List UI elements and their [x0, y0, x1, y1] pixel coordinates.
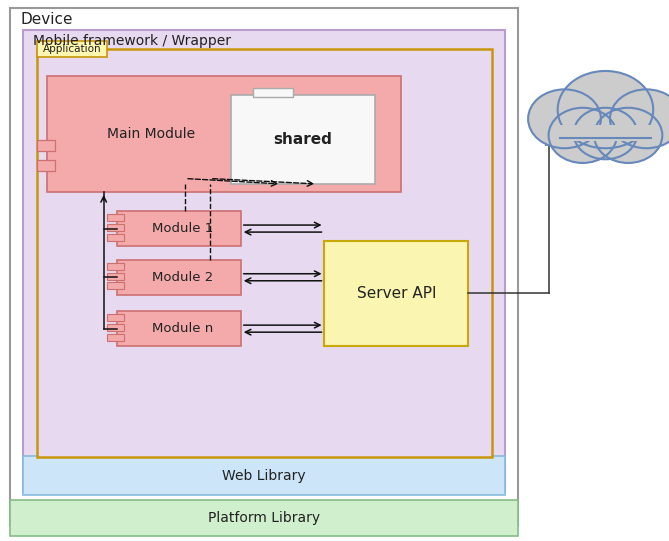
- Text: Application: Application: [43, 44, 101, 54]
- Bar: [107, 314, 124, 321]
- Bar: [324, 241, 468, 346]
- Circle shape: [594, 108, 662, 163]
- Bar: [10, 8, 518, 525]
- Bar: [117, 260, 241, 295]
- Circle shape: [528, 89, 601, 148]
- Bar: [10, 500, 518, 536]
- Bar: [107, 334, 124, 341]
- Text: Module 1: Module 1: [152, 222, 213, 235]
- Bar: [23, 30, 505, 492]
- Bar: [117, 211, 241, 246]
- Text: Platform Library: Platform Library: [208, 511, 320, 525]
- Circle shape: [573, 108, 638, 159]
- Bar: [37, 49, 492, 457]
- Bar: [107, 234, 124, 241]
- Bar: [37, 160, 56, 171]
- Bar: [37, 140, 56, 151]
- Circle shape: [610, 89, 669, 148]
- Bar: [107, 282, 124, 289]
- Text: Module 2: Module 2: [152, 270, 213, 284]
- Bar: [117, 311, 241, 346]
- Bar: [107, 324, 124, 331]
- Bar: [107, 214, 124, 221]
- Text: Server API: Server API: [357, 286, 436, 301]
- Text: shared: shared: [273, 132, 332, 147]
- Bar: [555, 124, 656, 143]
- Bar: [107, 224, 124, 231]
- Text: Module n: Module n: [152, 322, 213, 335]
- Text: Main Module: Main Module: [107, 127, 195, 141]
- Bar: [107, 263, 124, 270]
- Text: Web Library: Web Library: [222, 469, 306, 483]
- Bar: [231, 95, 375, 184]
- Bar: [23, 456, 505, 495]
- Circle shape: [558, 71, 653, 148]
- Bar: [107, 273, 124, 280]
- Text: Device: Device: [20, 12, 72, 28]
- Bar: [47, 76, 401, 192]
- Bar: [37, 41, 107, 57]
- Text: Mobile framework / Wrapper: Mobile framework / Wrapper: [33, 34, 231, 48]
- Bar: [560, 126, 651, 141]
- Circle shape: [549, 108, 617, 163]
- Bar: [253, 88, 293, 97]
